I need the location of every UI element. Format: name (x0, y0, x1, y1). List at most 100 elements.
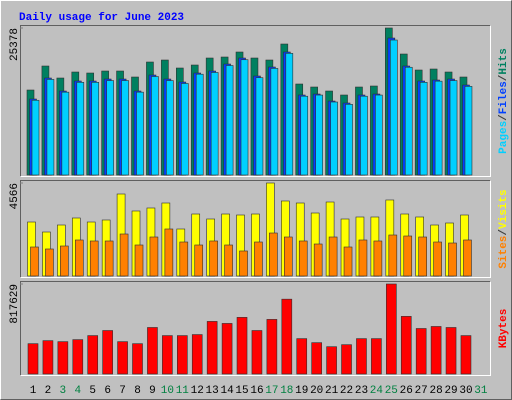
x-tick-label: 1 (30, 385, 37, 397)
bar (225, 65, 234, 176)
legend-entry: Files (498, 81, 510, 114)
x-tick-label: 27 (415, 385, 428, 397)
x-tick-label: 15 (235, 385, 248, 397)
x-tick-label: 13 (206, 385, 219, 397)
bar (239, 250, 248, 277)
x-tick-label: 28 (430, 385, 443, 397)
bar (206, 321, 218, 375)
bar (315, 94, 323, 176)
bar (419, 82, 428, 176)
bar (296, 338, 308, 375)
bar (430, 326, 442, 375)
bar (270, 68, 279, 176)
legend-entry: KBytes (498, 309, 510, 349)
legend-entry: Pages (498, 121, 510, 154)
bar (255, 77, 264, 176)
bar (433, 241, 442, 277)
bar (132, 343, 143, 375)
y-tick-label: 4566 (9, 183, 21, 209)
bar (328, 236, 338, 277)
bar (448, 242, 457, 277)
bar (254, 241, 263, 277)
bar (209, 240, 218, 277)
bar (313, 243, 323, 277)
bar (341, 344, 352, 375)
bar (240, 59, 249, 176)
bar (285, 53, 294, 176)
bar (269, 232, 278, 277)
x-tick-label: 22 (340, 385, 353, 397)
bar (445, 327, 457, 375)
legend: KBytes (498, 309, 510, 349)
bar (284, 236, 293, 277)
bar (31, 99, 40, 176)
bar (403, 235, 413, 277)
bar (356, 338, 367, 375)
bar (162, 335, 173, 375)
bar (464, 86, 473, 176)
bar (91, 82, 100, 176)
legend: Sites/Visits (498, 189, 510, 268)
bar (117, 341, 128, 375)
x-tick-label: 23 (355, 385, 368, 397)
bar (298, 240, 308, 277)
x-tick-label: 31 (474, 385, 488, 397)
bar (149, 236, 159, 277)
legend-separator: / (498, 229, 510, 236)
bar (89, 240, 99, 277)
x-tick-label: 24 (370, 385, 384, 397)
x-tick-label: 21 (325, 385, 339, 397)
bar (251, 330, 263, 375)
bar (463, 239, 472, 277)
bar (104, 240, 114, 277)
panel-edge-dark (20, 180, 491, 278)
bar (76, 82, 85, 176)
bar (371, 338, 382, 375)
bar (266, 319, 278, 375)
x-tick-label: 4 (74, 385, 81, 397)
bar (151, 76, 159, 176)
bar (147, 327, 158, 375)
legend-entry: Hits (498, 48, 510, 74)
bar (326, 346, 337, 375)
bar (164, 228, 174, 277)
bar (106, 80, 114, 176)
bar (121, 80, 129, 176)
bar (386, 283, 397, 375)
bar (87, 335, 99, 375)
bar (134, 244, 144, 277)
x-tick-label: 30 (459, 385, 472, 397)
legend-entry: Sites (498, 236, 510, 269)
x-tick-label: 5 (89, 385, 96, 397)
bar (360, 95, 368, 176)
bar (27, 343, 39, 375)
bar (45, 248, 54, 277)
bar (194, 244, 204, 277)
chart-title: Daily usage for June 2023 (19, 12, 184, 24)
bar (434, 80, 443, 176)
bar (42, 340, 54, 375)
bar (60, 245, 69, 277)
bar (119, 233, 129, 277)
y-tick-label: 25378 (9, 28, 21, 61)
bar (236, 317, 248, 375)
bar (418, 236, 427, 277)
panel-edge-dark (20, 25, 491, 177)
x-tick-label: 12 (191, 385, 204, 397)
bar (343, 246, 353, 277)
x-tick-label: 10 (161, 385, 174, 397)
bar (224, 244, 233, 277)
bar (195, 73, 204, 176)
bar (46, 79, 55, 176)
bar (330, 101, 338, 176)
x-tick-label: 6 (104, 385, 111, 397)
bar (460, 335, 472, 375)
bar (373, 240, 383, 277)
y-tick-label: 817629 (9, 284, 21, 324)
panel-edge-light (20, 25, 491, 177)
x-tick-label: 29 (444, 385, 457, 397)
x-tick-label: 7 (119, 385, 126, 397)
bar (375, 94, 383, 176)
x-tick-label: 16 (250, 385, 263, 397)
bar (102, 330, 113, 375)
